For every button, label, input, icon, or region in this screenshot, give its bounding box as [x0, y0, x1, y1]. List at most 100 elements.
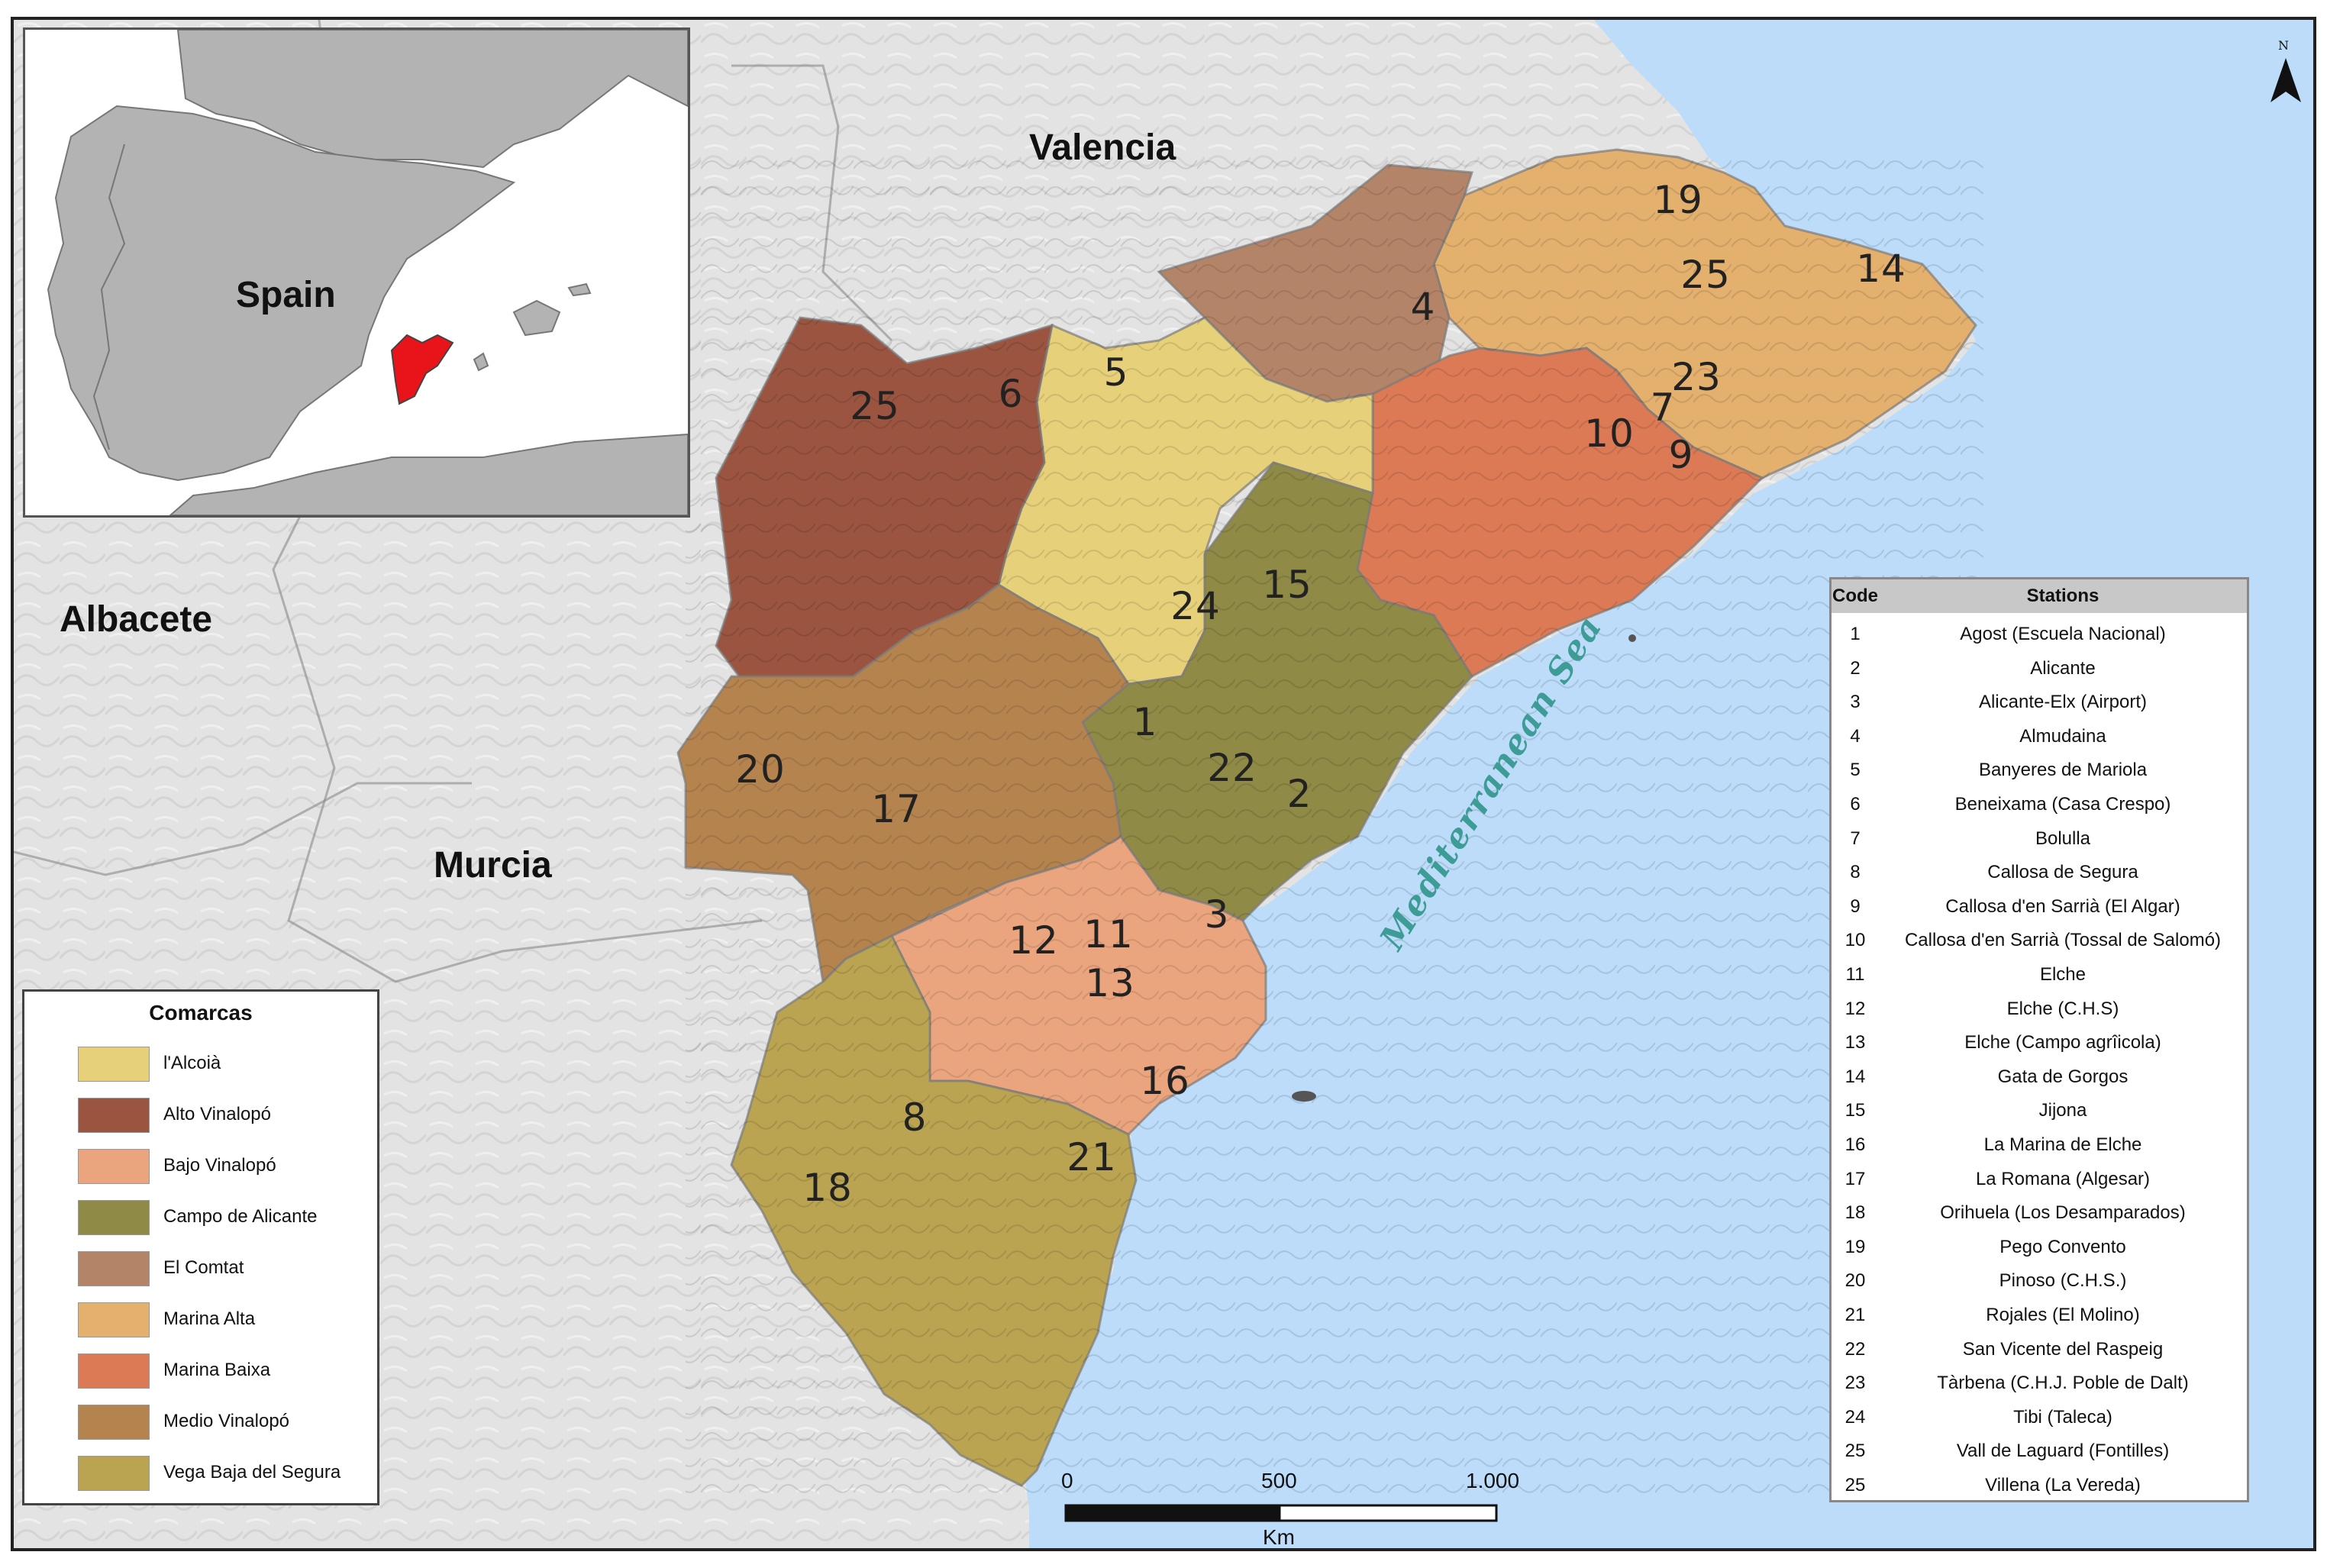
- scale-bar-outline: [1064, 1504, 1498, 1522]
- map-code: 11: [1083, 912, 1134, 957]
- station-name: Rojales (El Molino): [1986, 1305, 2140, 1325]
- station-code: 22: [1844, 1338, 1866, 1360]
- legend-swatch: [78, 1047, 150, 1082]
- legend-label: Marina Alta: [163, 1308, 256, 1329]
- map-code: 8: [902, 1095, 928, 1140]
- station-name: Alicante: [2030, 657, 2096, 679]
- station-code: 4: [1850, 725, 1861, 747]
- station-code: 15: [1844, 1100, 1866, 1121]
- station-name: Callosa d'en Sarrià (Tossal de Salomó): [1904, 930, 2222, 951]
- station-code: 24: [1844, 1406, 1866, 1428]
- header-code: Code: [1832, 586, 1878, 606]
- stations-table-header: Code Stations: [1832, 579, 2247, 613]
- inset-menorca: [567, 282, 592, 297]
- station-name: Elche (Campo agrîicola): [1964, 1032, 2161, 1053]
- station-code: 1: [1850, 624, 1861, 644]
- station-name: Beneixama (Casa Crespo): [1954, 794, 2171, 815]
- table-row: 25 Vall de Laguard (Fontilles): [1832, 1434, 2247, 1469]
- station-code: 11: [1845, 964, 1865, 985]
- station-name: Jijona: [2038, 1100, 2087, 1121]
- legend-label: Vega Baja del Segura: [163, 1462, 341, 1483]
- table-row: 10 Callosa d'en Sarrià (Tossal de Salomó): [1832, 924, 2247, 958]
- station-code: 9: [1850, 895, 1861, 917]
- scale-tick-0: 0: [1061, 1469, 1073, 1492]
- regions-relief: [686, 150, 1983, 1493]
- table-row: 3 Alicante-Elx (Airport): [1832, 686, 2247, 720]
- table-row: 22 San Vicente del Raspeig: [1832, 1333, 2247, 1367]
- station-code: 23: [1844, 1373, 1866, 1394]
- north-arrow-icon: [2271, 58, 2301, 102]
- station-name: Gata de Gorgos: [1997, 1066, 2129, 1087]
- legend-label: Campo de Alicante: [163, 1206, 318, 1227]
- map-code: 3: [1204, 892, 1230, 937]
- table-row: 7 Bolulla: [1832, 822, 2247, 857]
- table-row: 21 Rojales (El Molino): [1832, 1299, 2247, 1333]
- stations-table: Code Stations 1 Agost (Escuela Nacional) 2…: [1829, 577, 2249, 1502]
- map-code: 25: [1680, 253, 1731, 297]
- inset-mallorca: [512, 299, 561, 337]
- header-stations: Stations: [2026, 586, 2099, 606]
- island: [1292, 1091, 1316, 1102]
- scale-tick-500: 500: [1261, 1469, 1297, 1492]
- label-valencia: Valencia: [1029, 127, 1176, 168]
- legend-label: Bajo Vinalopó: [163, 1155, 276, 1176]
- map-code: 6: [998, 372, 1024, 416]
- legend-swatch: [78, 1200, 150, 1235]
- station-code: 21: [1844, 1305, 1866, 1325]
- map-code: 1: [1132, 700, 1158, 744]
- scale-bar-black: [1066, 1505, 1280, 1521]
- legend-label: Alto Vinalopó: [163, 1104, 271, 1124]
- station-code: 13: [1844, 1032, 1866, 1053]
- station-code: 5: [1850, 760, 1861, 781]
- table-row: 11 Elche: [1832, 958, 2247, 992]
- table-row: 24 Tibi (Taleca): [1832, 1401, 2247, 1435]
- legend-comarcas: Comarcas l'Alcoià Alto Vinalopó Bajo Vinal…: [22, 989, 379, 1505]
- station-code: 19: [1844, 1236, 1866, 1257]
- station-name: Callosa de Segura: [1987, 862, 2138, 883]
- table-row: 19 Pego Convento: [1832, 1231, 2247, 1265]
- station-code: 2: [1850, 657, 1861, 679]
- station-name: Callosa d'en Sarrià (El Algar): [1945, 895, 2180, 917]
- label-albacete: Albacete: [60, 599, 213, 640]
- table-row: 13 Elche (Campo agrîicola): [1832, 1026, 2247, 1060]
- map-code: 9: [1668, 433, 1694, 477]
- map-code: 15: [1262, 563, 1312, 607]
- table-row: 9 Callosa d'en Sarrià (El Algar): [1832, 890, 2247, 924]
- map-code: 5: [1103, 350, 1129, 395]
- scale-tick-1000: 1.000: [1466, 1469, 1520, 1492]
- map-code: 4: [1410, 285, 1436, 329]
- inset-portugal-border: [92, 144, 126, 450]
- label-murcia: Murcia: [434, 845, 552, 886]
- inset-iberia: [47, 105, 516, 482]
- station-name: Pinoso (C.H.S.): [1999, 1270, 2127, 1292]
- station-code: 12: [1844, 998, 1866, 1019]
- map-code: 22: [1207, 746, 1257, 790]
- table-row: 17 La Romana (Algesar): [1832, 1163, 2247, 1197]
- map-code: 16: [1140, 1059, 1190, 1103]
- legend-swatch: [78, 1098, 150, 1133]
- map-code: 18: [802, 1166, 853, 1210]
- map-code: 17: [871, 787, 921, 831]
- legend-label: Marina Baixa: [163, 1360, 271, 1380]
- station-name: Almudaina: [2019, 725, 2106, 747]
- north-label: N: [2278, 38, 2289, 53]
- station-code: 7: [1850, 828, 1861, 849]
- station-name: Bolulla: [2035, 828, 2091, 849]
- scale-unit: Km: [1263, 1525, 1295, 1549]
- legend-label: l'Alcoià: [163, 1053, 221, 1073]
- map-code: 21: [1067, 1135, 1117, 1179]
- table-row: 12 Elche (C.H.S): [1832, 992, 2247, 1027]
- islet: [1628, 634, 1636, 642]
- station-code: 20: [1844, 1270, 1866, 1292]
- station-name: Alicante-Elx (Airport): [1978, 692, 2148, 713]
- inset-svg: [25, 30, 688, 515]
- station-code: 6: [1850, 794, 1861, 815]
- station-code: 8: [1850, 862, 1861, 883]
- map-code: 12: [1009, 918, 1059, 963]
- legend-swatch: [78, 1251, 150, 1286]
- map-code: 23: [1671, 355, 1722, 399]
- station-code: 25: [1844, 1441, 1866, 1462]
- map-code: 25: [850, 384, 900, 428]
- map-code: 19: [1653, 178, 1703, 222]
- legend-swatch: [78, 1456, 150, 1491]
